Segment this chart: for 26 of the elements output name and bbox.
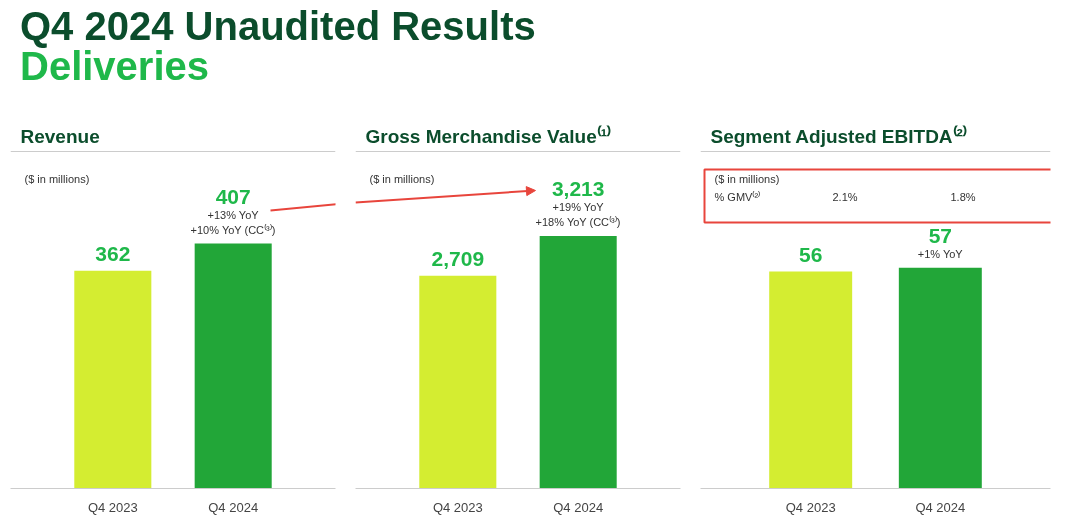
annotation: ($ in millions) — [24, 172, 90, 185]
annotation: +18% YoY (CC⁽³⁾) — [535, 216, 621, 229]
annotation: ($ in millions) — [369, 172, 435, 185]
data-label: 57 — [928, 223, 952, 247]
data-label: 362 — [95, 241, 131, 265]
x-tick-label: Q4 2023 — [432, 499, 483, 515]
annotation: 1.8% — [950, 190, 976, 203]
annotation: 2.1% — [832, 190, 858, 203]
annotation: % GMV⁽²⁾ — [714, 190, 761, 203]
annotation: +10% YoY (CC⁽³⁾) — [190, 223, 276, 236]
chart-title: Revenue — [20, 125, 100, 147]
data-label: 407 — [215, 184, 251, 208]
data-label: 56 — [799, 242, 823, 266]
annotation: +1% YoY — [917, 247, 964, 260]
x-tick-label: Q4 2024 — [553, 499, 604, 515]
x-tick-label: Q4 2023 — [87, 499, 138, 515]
x-tick-label: Q4 2024 — [915, 499, 966, 515]
annotation: ($ in millions) — [714, 172, 780, 185]
data-label: 2,709 — [431, 246, 485, 270]
chart-title: Segment Adjusted EBITDA⁽²⁾ — [710, 124, 967, 147]
data-label: 3,213 — [551, 177, 605, 201]
annotation: +19% YoY — [552, 201, 605, 214]
x-tick-label: Q4 2023 — [785, 499, 836, 515]
x-tick-label: Q4 2024 — [208, 499, 259, 515]
chart-title: Gross Merchandise Value⁽¹⁾ — [365, 124, 612, 147]
annotation: +13% YoY — [207, 208, 260, 221]
